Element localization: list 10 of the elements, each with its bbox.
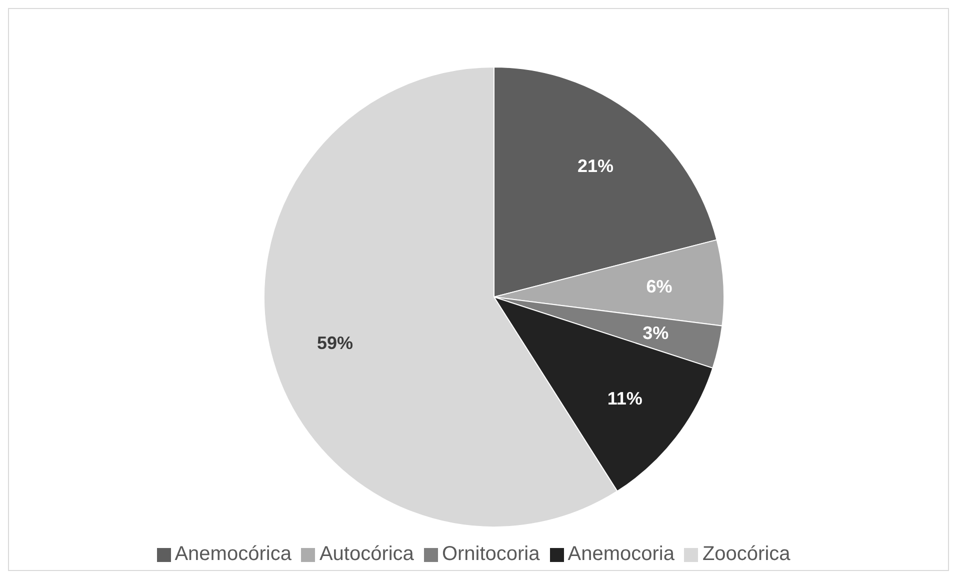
data-label: 11% (607, 388, 642, 408)
legend-label: Zoocórica (702, 543, 790, 565)
legend-label: Autocórica (319, 543, 414, 565)
data-label: 21% (577, 156, 614, 176)
data-label: 3% (642, 323, 669, 344)
legend-label: Anemocórica (174, 543, 292, 565)
data-label: 6% (646, 276, 672, 297)
legend-label: Anemocoria (568, 543, 674, 565)
data-label: 59% (316, 333, 353, 354)
legend-label: Ornitocoria (442, 543, 540, 565)
